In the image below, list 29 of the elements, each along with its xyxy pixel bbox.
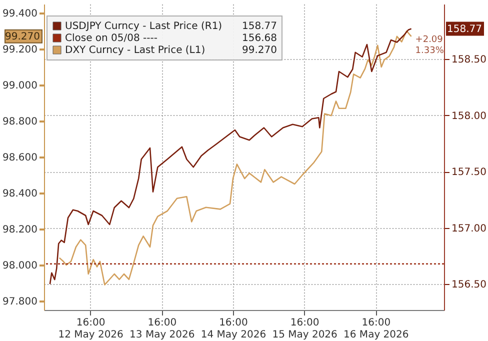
y2-tick-label: 158.00 bbox=[452, 110, 486, 122]
y-tick-label: 98.200 bbox=[2, 224, 38, 236]
y-tick-label: 99.000 bbox=[2, 80, 38, 92]
annotation: 99.270 bbox=[5, 31, 40, 42]
x-tick-label: 16:00 12 May 2026 bbox=[58, 318, 124, 340]
legend-label: DXY Curncy - Last Price (L1) bbox=[65, 45, 206, 56]
y2-tick-label: 156.50 bbox=[452, 280, 486, 291]
annotation: 158.77 bbox=[242, 21, 277, 32]
y-tick-label: 98.600 bbox=[2, 152, 38, 164]
annotation: 1.33% bbox=[415, 46, 444, 56]
x-tick-label: 16:00 14 May 2026 bbox=[200, 318, 266, 340]
annotation: 99.270 bbox=[242, 45, 277, 56]
annotation: +2.09 bbox=[415, 34, 444, 45]
y2-tick-label: 157.50 bbox=[452, 167, 486, 178]
legend-label: USDJPY Curncy - Last Price (R1) bbox=[65, 21, 222, 32]
x-tick-label: 16:00 16 May 2026 bbox=[344, 318, 409, 340]
y-tick-label: 99.400 bbox=[2, 8, 38, 20]
x-tick-label: 16:00 13 May 2026 bbox=[130, 318, 195, 340]
annotation: 156.68 bbox=[242, 33, 277, 44]
text: 158.77 bbox=[447, 24, 482, 35]
y-tick-label: 97.800 bbox=[2, 296, 38, 308]
legend-label: Close on 05/08 ---- bbox=[65, 33, 158, 44]
y2-tick-label: 157.00 bbox=[452, 223, 486, 234]
x-tick-label: 16:00 15 May 2026 bbox=[272, 318, 338, 340]
y2-tick-label: 158.50 bbox=[452, 54, 486, 66]
y-tick-label: 98.800 bbox=[2, 116, 38, 128]
y-tick-label: 98.400 bbox=[2, 188, 38, 200]
y-tick-label: 98.000 bbox=[2, 260, 38, 272]
y-tick-label: 99.200 bbox=[2, 44, 38, 56]
